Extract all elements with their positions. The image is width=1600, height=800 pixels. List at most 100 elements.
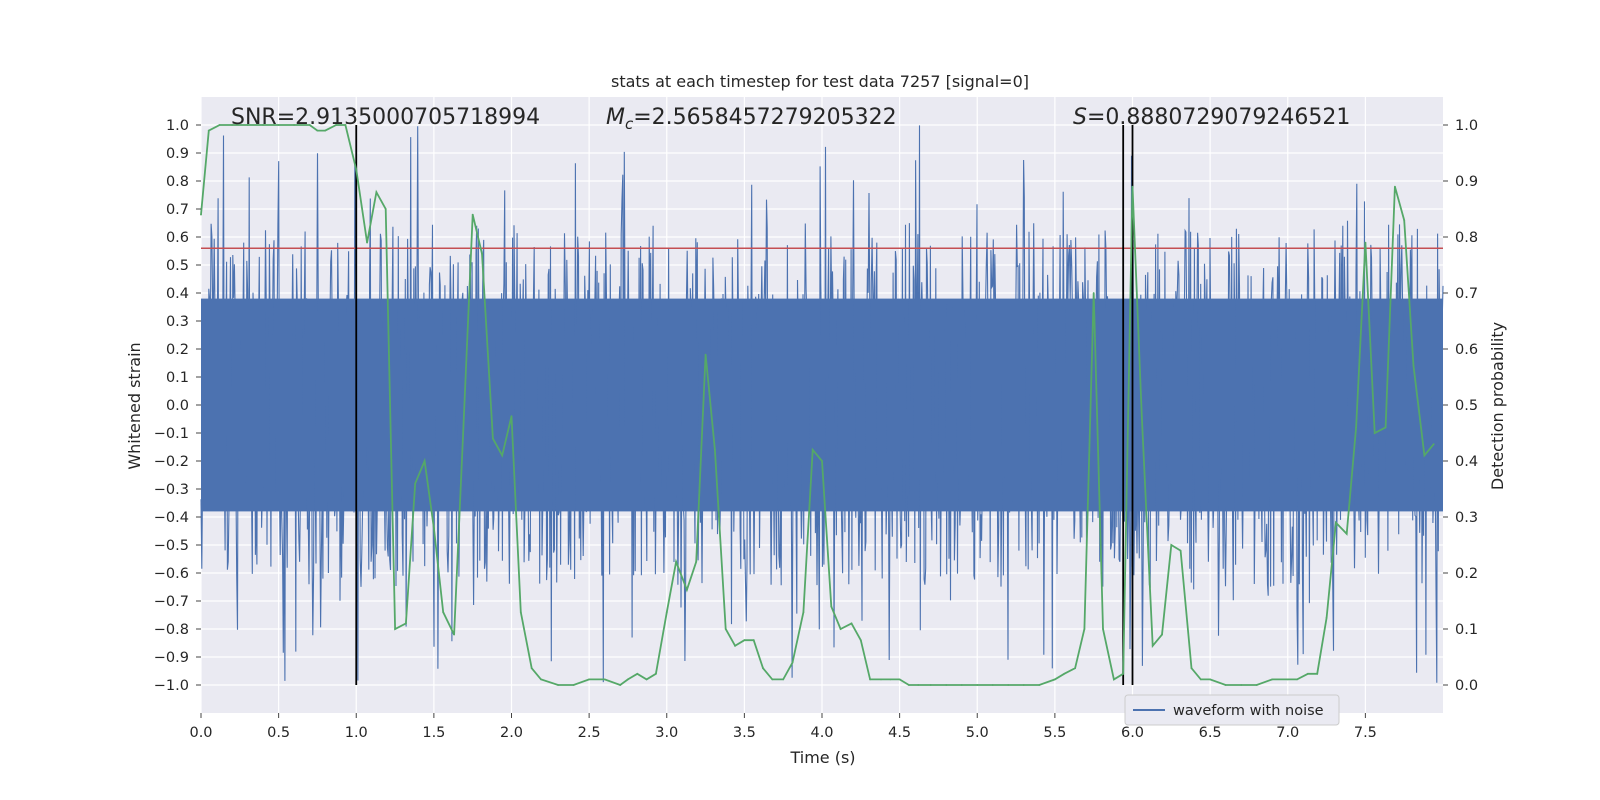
x-tick-label: 3.0 [655,725,678,741]
probability-point [839,628,842,630]
probability-point [1364,241,1367,244]
probability-point [782,678,785,681]
probability-point [293,124,295,126]
probability-point [405,622,407,625]
y-left-tick-label: −0.3 [154,482,189,498]
probability-point [1122,672,1125,675]
x-tick-label: 7.0 [1276,725,1299,741]
x-tick-label: 6.5 [1199,725,1222,741]
probability-point [1296,678,1298,681]
legend-label: waveform with noise [1173,703,1324,719]
waveform-series [200,125,1444,683]
y-right-tick-label: 0.0 [1455,678,1478,694]
probability-point [344,124,347,126]
probability-point [714,448,716,451]
probability-point [218,124,221,126]
y-right-tick-label: 0.2 [1455,566,1478,582]
y-left-tick-label: 0.5 [166,258,189,274]
y-left-tick-label: −0.9 [154,650,189,666]
probability-point [1373,432,1376,434]
mc-subscript: c [625,115,634,133]
probability-point [1403,219,1406,222]
probability-point [1007,684,1010,686]
probability-point [519,611,522,614]
probability-point [1038,684,1041,686]
probability-point [200,213,202,216]
probability-point [530,667,533,670]
probability-point [636,672,639,675]
probability-point [453,633,455,636]
x-tick-label: 7.5 [1354,725,1377,741]
probability-point [572,684,575,686]
probability-point [1412,364,1415,367]
probability-series [200,124,1435,687]
probability-point [655,672,657,675]
probability-point [1022,684,1025,686]
probability-point [324,129,327,132]
probability-point [1190,667,1193,670]
y-left-tick-label: −0.4 [154,510,189,526]
x-tick-label: 5.5 [1043,725,1066,741]
probability-point [1102,628,1104,630]
probability-point [1355,426,1357,429]
probability-point [859,639,862,642]
y-left-tick-label: 0.8 [166,174,189,190]
probability-point [1131,185,1134,188]
x-tick-label: 1.0 [345,725,368,741]
probability-point [724,628,727,630]
probability-point [821,460,823,462]
probability-point [811,448,814,451]
probability-point [1307,672,1309,675]
probability-point [976,684,979,686]
probability-point [645,678,648,681]
probability-line [200,124,1435,687]
y-left-tick-label: 0.6 [166,230,189,246]
probability-point [231,124,234,126]
probability-point [355,168,358,171]
probability-point [1271,678,1274,681]
probability-point [1063,672,1066,675]
y-right-tick-label: 0.5 [1455,398,1478,414]
probability-point [1384,426,1387,429]
probability-point [898,678,901,681]
probability-point [627,678,629,681]
probability-point [510,415,513,418]
probability-point [557,684,559,686]
y-right-tick-label: 0.9 [1455,174,1478,190]
probability-point [850,622,853,625]
probability-point [308,124,311,126]
y-left-tick-label: 0.0 [166,398,189,414]
probability-point [1240,684,1243,686]
probability-point [1092,292,1095,294]
probability-point [802,611,805,614]
probability-point [1255,684,1258,686]
s-value: =0.8880729079246521 [1087,105,1350,130]
probability-point [1345,532,1348,535]
y-left-tick-label: −0.7 [154,594,189,610]
probability-point [492,437,494,440]
probability-point [1083,628,1086,630]
probability-point [277,124,280,126]
x-tick-label: 4.5 [888,725,911,741]
probability-point [1140,415,1143,418]
probability-point [695,560,698,563]
x-tick-label: 6.0 [1121,725,1144,741]
probability-point [442,611,445,614]
probability-point [1286,678,1289,681]
y-left-tick-label: −1.0 [154,678,189,694]
x-axis-label: Time (s) [789,748,855,767]
probability-point [1151,644,1154,647]
probability-point [246,124,249,126]
probability-point [1325,616,1328,619]
y-left-tick-label: 0.2 [166,342,189,358]
x-tick-label: 4.0 [810,725,833,741]
probability-point [375,191,378,194]
y-right-tick-label: 0.4 [1455,454,1478,470]
probability-point [889,678,892,681]
probability-point [771,678,774,681]
chart-title: stats at each timestep for test data 725… [611,72,1029,91]
y-left-tick-label: 0.9 [166,146,189,162]
x-tick-label: 2.0 [500,725,523,741]
probability-point [1423,454,1426,457]
